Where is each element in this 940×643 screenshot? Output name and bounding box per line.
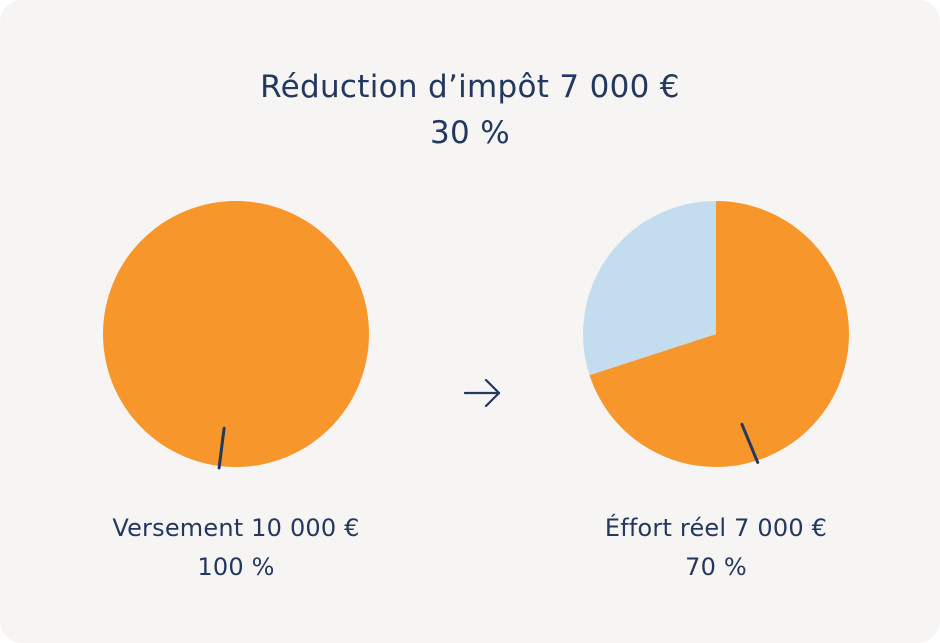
- title-line-1: Réduction d’impôt 7 000 €: [260, 69, 680, 105]
- pie-slice-reduction-d-impot: [583, 201, 716, 376]
- chart-title: Réduction d’impôt 7 000 € 30 %: [0, 64, 940, 156]
- pie-slice-effort-reel: [589, 201, 850, 467]
- caption-versement: Versement 10 000 € 100 %: [56, 509, 416, 587]
- pie-pointer-tick: [740, 422, 760, 464]
- caption-effort-reel-percent: 70 %: [685, 553, 747, 581]
- pie-slice-versement: [103, 201, 369, 467]
- pie-chart-versement: [103, 201, 369, 470]
- pie-pointer-tick: [217, 426, 226, 470]
- caption-versement-percent: 100 %: [197, 553, 275, 581]
- title-line-2: 30 %: [430, 115, 510, 151]
- caption-effort-reel: Éffort réel 7 000 € 70 %: [536, 509, 896, 587]
- arrow-right-icon: [463, 378, 501, 408]
- pie-chart-effort-reel: [583, 201, 850, 467]
- caption-effort-reel-amount: Éffort réel 7 000 €: [604, 514, 828, 542]
- caption-versement-amount: Versement 10 000 €: [112, 514, 360, 542]
